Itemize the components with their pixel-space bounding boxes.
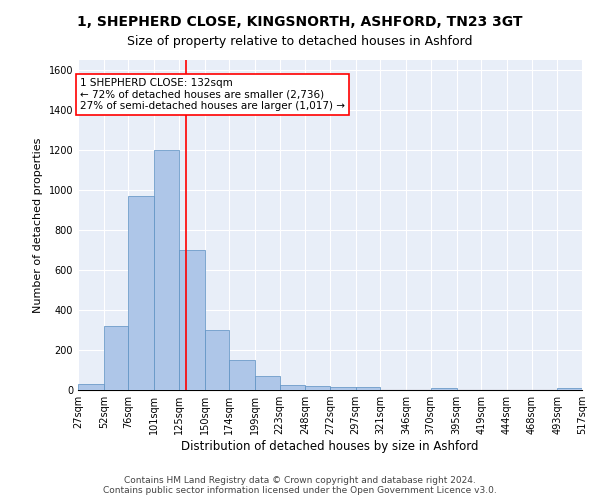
Bar: [179, 250, 205, 390]
Bar: [128, 196, 154, 390]
Bar: [229, 360, 255, 390]
Bar: [280, 385, 305, 390]
Bar: [205, 330, 229, 390]
Bar: [330, 387, 356, 390]
Text: 1 SHEPHERD CLOSE: 132sqm
← 72% of detached houses are smaller (2,736)
27% of sem: 1 SHEPHERD CLOSE: 132sqm ← 72% of detach…: [80, 78, 345, 111]
X-axis label: Distribution of detached houses by size in Ashford: Distribution of detached houses by size …: [181, 440, 479, 453]
Text: Size of property relative to detached houses in Ashford: Size of property relative to detached ho…: [127, 35, 473, 48]
Bar: [154, 150, 179, 390]
Bar: [431, 388, 457, 390]
Bar: [255, 376, 280, 390]
Bar: [356, 387, 380, 390]
Text: 1, SHEPHERD CLOSE, KINGSNORTH, ASHFORD, TN23 3GT: 1, SHEPHERD CLOSE, KINGSNORTH, ASHFORD, …: [77, 15, 523, 29]
Bar: [104, 326, 128, 390]
Bar: [305, 386, 330, 390]
Text: Contains HM Land Registry data © Crown copyright and database right 2024.
Contai: Contains HM Land Registry data © Crown c…: [103, 476, 497, 495]
Y-axis label: Number of detached properties: Number of detached properties: [33, 138, 43, 312]
Bar: [557, 388, 582, 390]
Bar: [78, 384, 104, 390]
